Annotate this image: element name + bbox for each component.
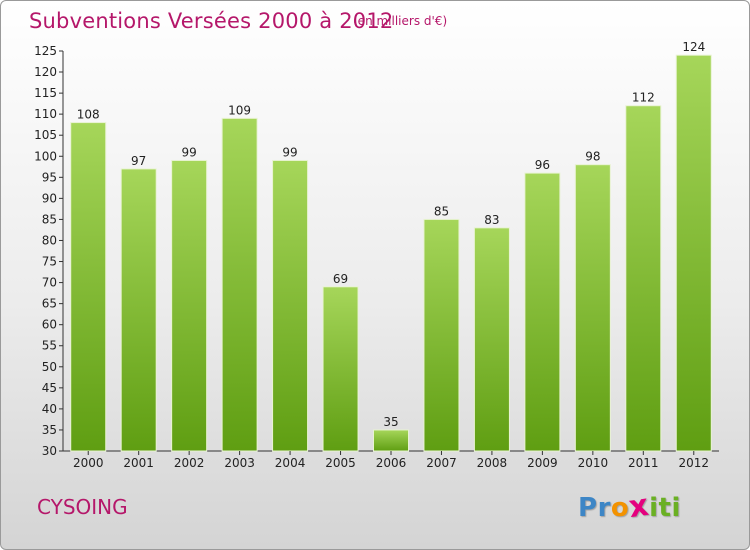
bar-group: 85 2007 [423, 204, 460, 470]
y-tick-label: 35 [42, 423, 57, 437]
x-tick-label: 2006 [376, 456, 407, 470]
proxiti-logo[interactable]: Proxiti [578, 487, 681, 526]
bar [120, 168, 157, 452]
logo-letter: r [597, 493, 611, 523]
bar [171, 159, 208, 452]
bar [373, 429, 409, 452]
bar [675, 54, 712, 452]
logo-letter: x [626, 487, 652, 526]
x-tick-label: 2012 [678, 456, 709, 470]
city-name: CYSOING [37, 495, 128, 519]
y-tick-label: 70 [42, 276, 57, 290]
bar [221, 117, 258, 452]
chart-title: Subventions Versées 2000 à 2012 [29, 9, 394, 33]
x-tick-label: 2008 [477, 456, 508, 470]
bar-group: 112 2011 [625, 91, 662, 470]
bar-group: 99 2002 [171, 145, 208, 470]
y-tick-label: 120 [34, 65, 57, 79]
bar-value-label: 99 [282, 145, 297, 159]
x-tick-label: 2009 [527, 456, 558, 470]
bar-group: 109 2003 [221, 103, 258, 470]
chart-subtitle: (en milliers d'€) [353, 14, 448, 28]
bar-group: 83 2008 [473, 213, 510, 470]
bar-value-label: 35 [383, 415, 398, 429]
bar-value-label: 96 [535, 158, 550, 172]
y-tick-label: 30 [42, 444, 57, 458]
bar-value-label: 108 [77, 108, 100, 122]
bar [524, 172, 561, 452]
y-tick-label: 75 [42, 255, 57, 269]
bar-value-label: 85 [434, 204, 449, 218]
bar-value-label: 99 [182, 145, 197, 159]
x-tick-label: 2007 [426, 456, 457, 470]
y-tick-label: 95 [42, 170, 57, 184]
y-tick-label: 45 [42, 381, 57, 395]
x-tick-label: 2010 [578, 456, 609, 470]
x-tick-label: 2004 [275, 456, 306, 470]
bar-group: 97 2001 [120, 154, 157, 470]
logo-letter: i [649, 493, 659, 523]
bar [322, 286, 359, 452]
x-tick-label: 2000 [73, 456, 104, 470]
y-tick-label: 40 [42, 402, 57, 416]
bar-group: 98 2010 [574, 150, 611, 470]
bar [70, 122, 107, 452]
y-tick-label: 65 [42, 297, 57, 311]
logo-letter: i [671, 493, 681, 523]
y-tick-label: 80 [42, 233, 57, 247]
bar-value-label: 83 [484, 213, 499, 227]
y-tick-label: 125 [34, 44, 57, 58]
logo-letter: o [610, 493, 630, 523]
bar-value-label: 112 [632, 91, 655, 105]
logo-letter: P [578, 493, 598, 523]
y-tick-label: 105 [34, 128, 57, 142]
x-tick-label: 2003 [224, 456, 255, 470]
y-tick-label: 55 [42, 339, 57, 353]
y-tick-label: 60 [42, 318, 57, 332]
bar-group: 124 2012 [675, 40, 712, 470]
x-tick-label: 2011 [628, 456, 659, 470]
logo-letter: t [658, 493, 672, 523]
x-tick-label: 2001 [123, 456, 154, 470]
bar [473, 227, 510, 452]
bar [272, 159, 309, 452]
y-tick-label: 85 [42, 212, 57, 226]
bar-value-label: 69 [333, 272, 348, 286]
bar-group: 99 2004 [272, 145, 309, 470]
y-tick-label: 110 [34, 107, 57, 121]
bar-group: 69 2005 [322, 272, 359, 470]
x-tick-label: 2002 [174, 456, 205, 470]
y-tick-label: 100 [34, 149, 57, 163]
bar-value-label: 97 [131, 154, 146, 168]
x-tick-label: 2005 [325, 456, 356, 470]
bar-group: 96 2009 [524, 158, 561, 470]
y-tick-label: 115 [34, 86, 57, 100]
bar [625, 105, 662, 452]
y-tick-label: 50 [42, 360, 57, 374]
bar-value-label: 124 [682, 40, 705, 54]
bar-group: 108 2000 [70, 108, 107, 470]
bar [423, 218, 460, 452]
bar-group: 35 2006 [373, 415, 409, 470]
y-tick-label: 90 [42, 191, 57, 205]
bar-value-label: 109 [228, 103, 251, 117]
bar [574, 164, 611, 452]
bar-value-label: 98 [585, 150, 600, 164]
